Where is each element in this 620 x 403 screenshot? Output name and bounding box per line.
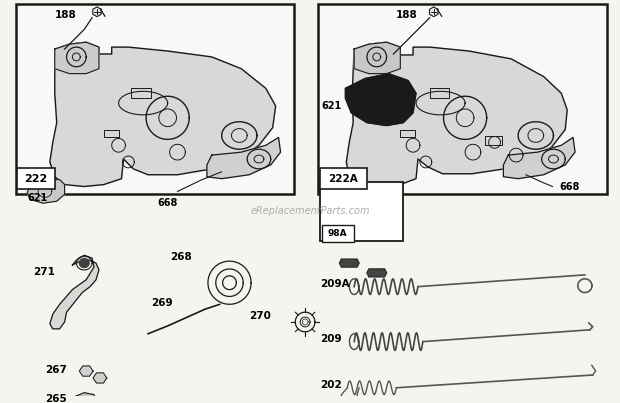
Bar [322, 225, 354, 243]
Bar [401, 130, 415, 137]
Polygon shape [503, 137, 575, 179]
Text: 222: 222 [25, 174, 48, 184]
Text: eReplacementParts.com: eReplacementParts.com [250, 206, 370, 216]
Text: 209: 209 [320, 334, 342, 344]
Text: 265: 265 [45, 395, 67, 403]
Polygon shape [339, 259, 359, 267]
Text: 267: 267 [45, 365, 67, 375]
Polygon shape [93, 7, 101, 17]
Polygon shape [69, 393, 96, 403]
Text: 668: 668 [559, 181, 580, 191]
Polygon shape [347, 42, 567, 187]
Polygon shape [79, 366, 93, 376]
Text: 202: 202 [320, 380, 342, 390]
Polygon shape [430, 7, 438, 17]
Bar [320, 168, 367, 189]
Polygon shape [79, 259, 89, 268]
Polygon shape [345, 74, 416, 126]
Bar [17, 4, 294, 194]
Text: 621: 621 [322, 101, 342, 111]
Polygon shape [367, 269, 386, 277]
Text: 270: 270 [249, 311, 271, 321]
Text: 188: 188 [396, 10, 418, 20]
Polygon shape [207, 137, 281, 179]
Text: 668: 668 [158, 198, 178, 208]
Text: 188: 188 [55, 10, 76, 20]
Bar [318, 4, 608, 194]
Polygon shape [50, 255, 99, 329]
Text: 271: 271 [33, 267, 55, 277]
Polygon shape [354, 42, 401, 74]
Bar [320, 182, 403, 241]
Polygon shape [50, 42, 276, 187]
Text: 98A: 98A [328, 229, 347, 238]
Text: 621: 621 [27, 193, 48, 203]
Polygon shape [55, 42, 99, 74]
Text: 222A: 222A [329, 174, 358, 184]
Text: 268: 268 [170, 252, 192, 262]
Text: 209A: 209A [320, 278, 350, 289]
Bar [17, 168, 55, 189]
Polygon shape [93, 373, 107, 383]
Text: 269: 269 [151, 298, 172, 308]
Bar [131, 88, 151, 98]
Bar [104, 130, 118, 137]
Bar [430, 88, 450, 98]
Bar [485, 137, 502, 145]
Polygon shape [27, 180, 64, 203]
